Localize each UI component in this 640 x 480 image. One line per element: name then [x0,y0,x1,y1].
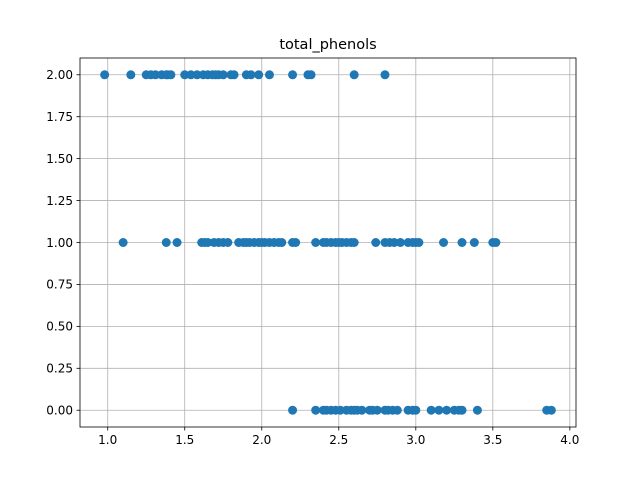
data-point [223,238,233,247]
data-point [372,405,382,415]
data-point [442,405,452,415]
data-point [254,70,264,80]
y-tick-label: 0.75 [46,278,73,292]
x-tick-label: 4.0 [560,433,579,447]
data-point [311,238,321,247]
data-point [264,70,274,80]
y-axis: 0.00 0.25 0.50 0.75 1.00 1.25 1.50 1.75 2.00 [46,68,80,418]
data-point [380,70,390,80]
data-point [335,405,345,415]
data-point [172,238,182,247]
data-point [389,238,399,247]
data-point [186,70,196,80]
data-point [439,238,449,247]
data-point [166,70,176,80]
x-tick-label: 3.5 [483,433,502,447]
chart-title: total_phenols [279,37,376,53]
data-point [411,405,421,415]
data-point [180,70,190,80]
data-point [126,70,136,80]
data-point [192,70,202,80]
data-point [434,405,444,415]
data-point [150,70,160,80]
data-point [371,238,381,247]
data-point [491,238,501,247]
data-point [349,238,359,247]
data-point [229,70,239,80]
data-point [291,238,301,247]
y-tick-label: 1.25 [46,194,73,208]
y-tick-label: 1.75 [46,110,73,124]
y-tick-label: 2.00 [46,68,73,82]
data-point [457,405,467,415]
y-tick-label: 0.25 [46,362,73,376]
data-point [306,70,316,80]
data-point [218,70,228,80]
y-tick-label: 1.50 [46,152,73,166]
data-point [469,238,479,247]
y-tick-label: 1.00 [46,236,73,250]
x-tick-label: 2.0 [252,433,271,447]
x-tick-label: 1.5 [175,433,194,447]
data-point [288,70,298,80]
data-point [161,238,171,247]
data-point [414,238,424,247]
data-point [246,70,256,80]
x-axis: 1.0 1.5 2.0 2.5 3.0 3.5 4.0 [98,427,579,447]
data-point [472,405,482,415]
y-tick-label: 0.00 [46,404,73,418]
data-point [311,405,321,415]
x-tick-label: 3.0 [406,433,425,447]
data-point [349,70,359,80]
data-point [203,238,213,247]
data-point [277,238,287,247]
x-tick-label: 1.0 [98,433,117,447]
data-point [546,405,556,415]
data-point [288,405,298,415]
data-point [395,238,405,247]
y-tick-label: 0.50 [46,320,73,334]
data-points [100,70,556,415]
data-point [426,405,436,415]
data-point [357,405,367,415]
data-point [457,238,467,247]
data-point [100,70,110,80]
x-tick-label: 2.5 [329,433,348,447]
data-point [392,405,402,415]
data-point [118,238,128,247]
